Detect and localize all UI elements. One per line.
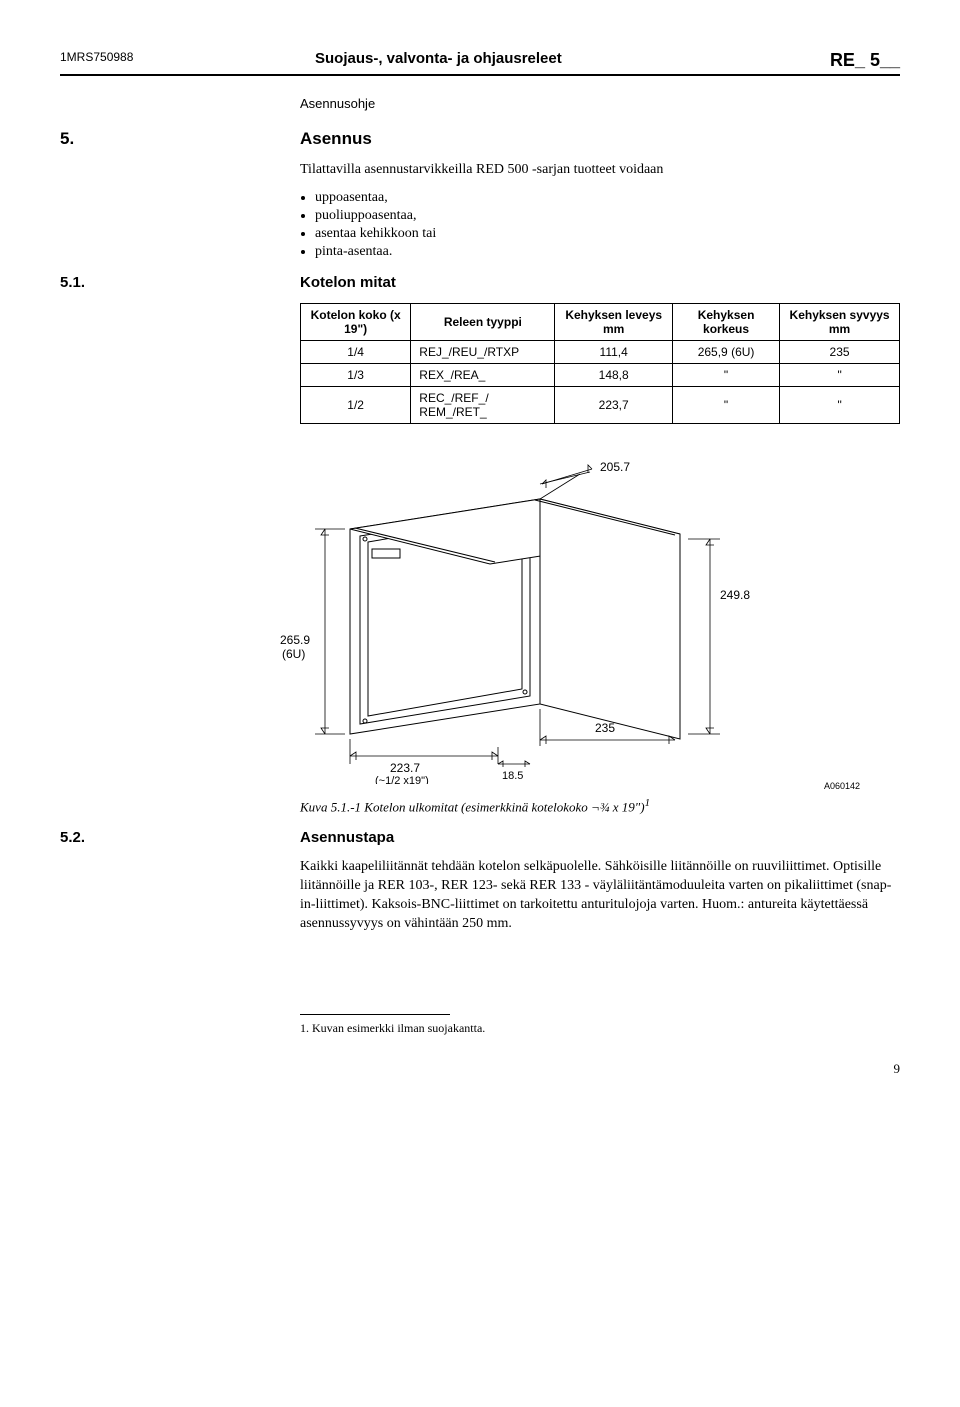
table-cell: REJ_/REU_/RTXP	[411, 340, 555, 363]
table-cell: 235	[780, 340, 900, 363]
dim-depth: 235	[595, 721, 615, 735]
section-number: 5.	[60, 129, 300, 149]
table-header: Releen tyyppi	[411, 303, 555, 340]
table-cell: 265,9 (6U)	[672, 340, 779, 363]
section-title: Asennustapa	[300, 829, 394, 846]
table-cell: 1/2	[301, 386, 411, 423]
table-header: Kehyksen korkeus	[672, 303, 779, 340]
list-item: puoliuppoasentaa,	[315, 208, 900, 224]
table-cell: REX_/REA_	[411, 363, 555, 386]
dim-left-u: (6U)	[282, 647, 305, 661]
table-cell: 223,7	[555, 386, 673, 423]
table-cell: 1/3	[301, 363, 411, 386]
caption-sup: 1	[645, 797, 650, 809]
doc-subtitle: Asennusohje	[300, 96, 900, 111]
section-number: 5.2.	[60, 829, 300, 846]
dim-width: 223.7	[390, 761, 420, 775]
dim-left-h: 265.9	[280, 633, 310, 647]
page-number: 9	[60, 1061, 900, 1077]
table-cell: "	[780, 363, 900, 386]
enclosure-diagram: 205.7 249.8 265.9 (6U) 223.7 (~1/2 x19")	[220, 444, 780, 784]
doc-title: Suojaus-, valvonta- ja ohjausreleet	[255, 50, 705, 71]
footnote: 1. Kuvan esimerkki ilman suojakantta.	[300, 1021, 900, 1036]
doc-code: RE_ 5__	[705, 50, 900, 71]
caption-text: Kotelon ulkomitat (esimerkkinä kotelokok…	[364, 799, 644, 814]
table-row: Kotelon koko (x 19") Releen tyyppi Kehyk…	[301, 303, 900, 340]
list-item: uppoasentaa,	[315, 190, 900, 206]
table-row: 1/4 REJ_/REU_/RTXP 111,4 265,9 (6U) 235	[301, 340, 900, 363]
section-title: Kotelon mitat	[300, 274, 396, 291]
dimensions-table: Kotelon koko (x 19") Releen tyyppi Kehyk…	[300, 303, 900, 424]
section-title: Asennus	[300, 129, 372, 149]
section-5: 5. Asennus	[60, 129, 900, 149]
table-cell: 148,8	[555, 363, 673, 386]
section52-body: Kaikki kaapeliliitännät tehdään kotelon …	[300, 858, 900, 934]
table-cell: "	[672, 386, 779, 423]
list-item: asentaa kehikkoon tai	[315, 226, 900, 242]
table-header: Kehyksen leveys mm	[555, 303, 673, 340]
table-cell: "	[780, 386, 900, 423]
dim-right: 249.8	[720, 588, 750, 602]
dim-top: 205.7	[600, 460, 630, 474]
table-cell: REC_/REF_/ REM_/RET_	[411, 386, 555, 423]
figure-enclosure: 205.7 249.8 265.9 (6U) 223.7 (~1/2 x19")	[220, 444, 900, 789]
footnote-rule	[300, 1014, 450, 1015]
table-row: 1/2 REC_/REF_/ REM_/RET_ 223,7 " "	[301, 386, 900, 423]
list-item: pinta-asentaa.	[315, 244, 900, 260]
dim-small: 18.5	[502, 770, 523, 782]
section-51: 5.1. Kotelon mitat	[60, 274, 900, 291]
page-header: 1MRS750988 Suojaus-, valvonta- ja ohjaus…	[60, 50, 900, 76]
caption-label: Kuva 5.1.-1	[300, 799, 361, 814]
table-cell: "	[672, 363, 779, 386]
figure-caption: Kuva 5.1.-1 Kotelon ulkomitat (esimerkki…	[300, 797, 900, 815]
table-row: 1/3 REX_/REA_ 148,8 " "	[301, 363, 900, 386]
table-header: Kehyksen syvyys mm	[780, 303, 900, 340]
section-52: 5.2. Asennustapa	[60, 829, 900, 846]
doc-id: 1MRS750988	[60, 50, 255, 71]
dim-width-note: (~1/2 x19")	[375, 775, 429, 784]
section5-bullets: uppoasentaa, puoliuppoasentaa, asentaa k…	[300, 190, 900, 260]
table-header: Kotelon koko (x 19")	[301, 303, 411, 340]
table-cell: 111,4	[555, 340, 673, 363]
section-number: 5.1.	[60, 274, 300, 291]
table-cell: 1/4	[301, 340, 411, 363]
section5-intro: Tilattavilla asennustarvikkeilla RED 500…	[300, 161, 900, 180]
